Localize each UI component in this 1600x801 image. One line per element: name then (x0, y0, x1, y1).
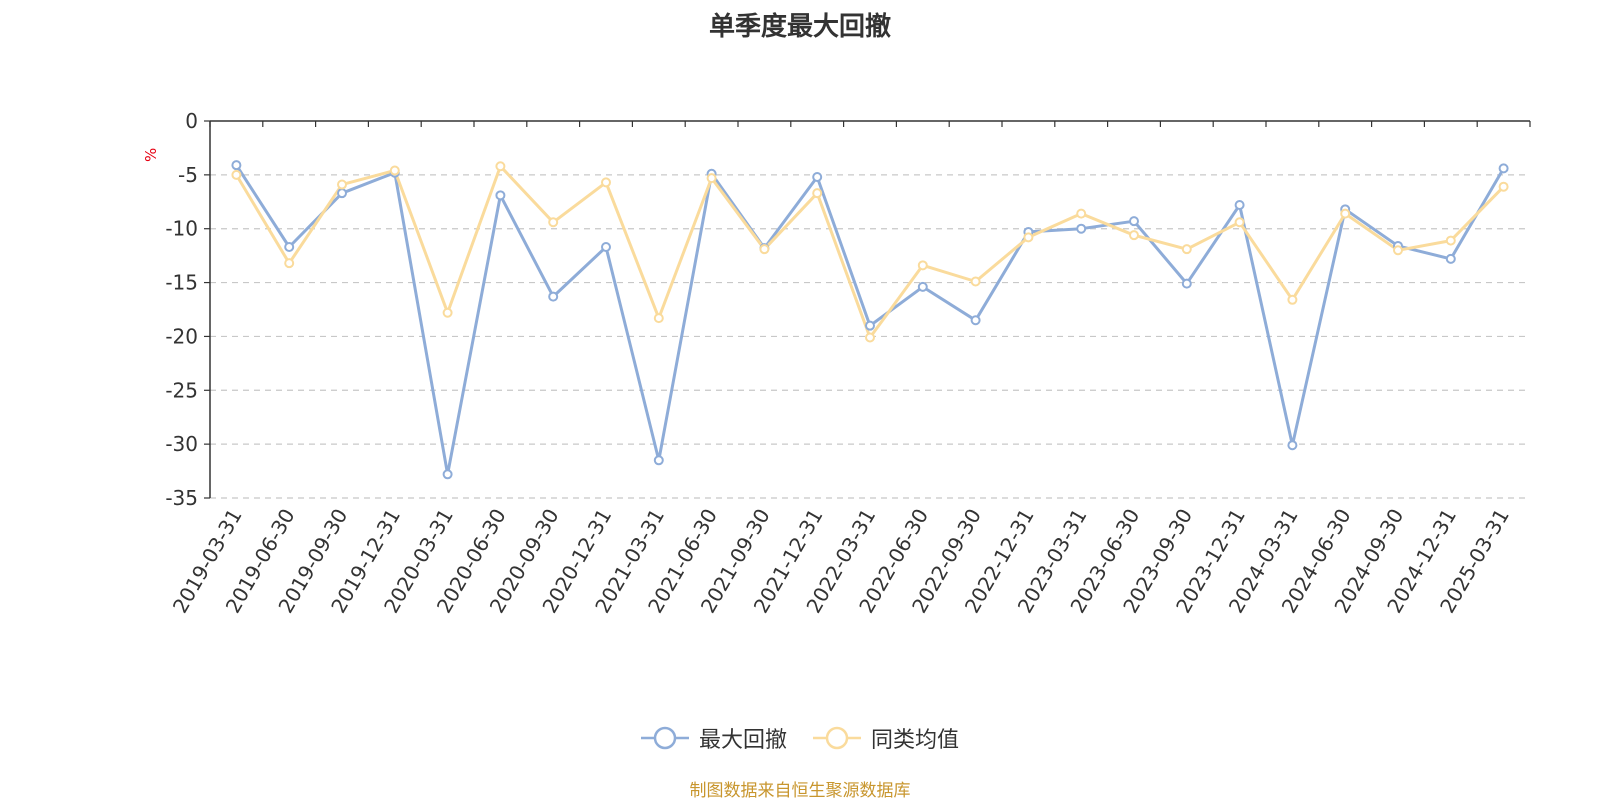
data-point (337, 179, 347, 190)
data-point (389, 165, 400, 176)
data-point (1181, 278, 1192, 289)
data-point (284, 242, 295, 253)
data-point (337, 188, 347, 199)
data-point (865, 320, 875, 331)
series-line (235, 164, 1505, 339)
legend-item-series-2[interactable]: 同类均值 (813, 722, 959, 754)
y-tick-label: -25 (165, 378, 198, 402)
axes: 0-5-10-15-20-25-30-352019-03-312019-06-3… (165, 109, 1531, 617)
data-point (442, 469, 453, 480)
data-point (706, 173, 717, 184)
data-point (917, 281, 928, 292)
data-point (759, 244, 770, 255)
data-point (1287, 294, 1298, 305)
data-point (917, 260, 928, 271)
data-point (970, 276, 981, 287)
data-point (495, 161, 506, 172)
data-point (1445, 235, 1456, 246)
data-point (284, 258, 295, 269)
y-axis-unit-label: % (142, 148, 160, 162)
legend-line-marker-icon (640, 726, 689, 750)
y-tick-label: -20 (165, 324, 198, 348)
series-1 (235, 164, 1505, 476)
series-2-points (231, 161, 1509, 343)
data-point (495, 190, 506, 201)
data-point (1287, 440, 1298, 451)
data-point (601, 242, 611, 253)
y-tick-label: 0 (185, 109, 198, 133)
data-point (970, 315, 981, 326)
series-line (235, 164, 1505, 476)
chart-title: 单季度最大回撤 (708, 12, 891, 42)
data-point (865, 332, 875, 343)
series-2 (235, 164, 1505, 339)
legend-line-marker-icon (813, 726, 861, 750)
legend: 最大回撤 同类均值 (0, 722, 1600, 754)
y-tick-label: -15 (165, 271, 198, 295)
data-point (231, 169, 242, 180)
legend-label: 同类均值 (871, 728, 960, 753)
data-point (1023, 232, 1034, 243)
data-point (1234, 200, 1245, 211)
data-point (812, 172, 823, 183)
data-point (1340, 208, 1351, 219)
data-point (653, 455, 664, 466)
data-point (1234, 217, 1245, 228)
data-point (653, 313, 664, 324)
legend-label: 最大回撤 (698, 728, 787, 753)
y-tick-label: -10 (165, 217, 198, 241)
data-point (1445, 253, 1456, 264)
data-point (548, 217, 559, 228)
data-point (812, 188, 823, 199)
grid-lines (210, 174, 1530, 499)
data-point (1181, 244, 1192, 255)
data-point (1129, 230, 1139, 241)
data-point (442, 307, 453, 318)
data-point (548, 291, 559, 302)
data-point (1498, 181, 1509, 192)
data-point (1129, 216, 1139, 227)
data-point (231, 160, 242, 171)
y-tick-label: -5 (178, 163, 198, 187)
legend-item-series-1[interactable]: 最大回撤 (640, 722, 787, 754)
data-point (1076, 208, 1087, 219)
y-tick-label: -30 (165, 432, 198, 456)
series-lines (231, 160, 1509, 480)
series-1-points (231, 160, 1509, 480)
data-point (1393, 245, 1403, 256)
data-point (1076, 223, 1087, 234)
y-tick-label: -35 (165, 486, 198, 510)
data-point (601, 177, 611, 188)
data-point (1498, 163, 1509, 174)
source-note: 制图数据来自恒生聚源数据库 (689, 781, 911, 801)
